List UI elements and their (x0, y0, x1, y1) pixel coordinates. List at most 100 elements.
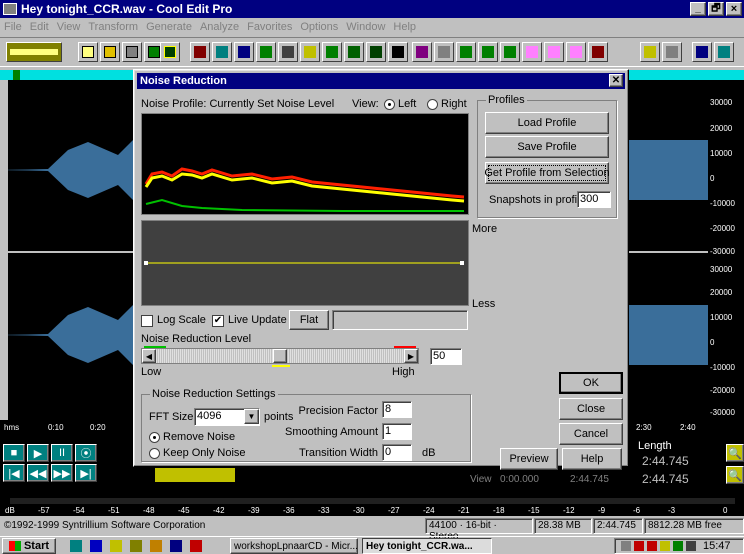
curve-handle[interactable] (144, 261, 148, 265)
menu-edit[interactable]: Edit (26, 21, 53, 33)
speaker-icon[interactable] (686, 541, 696, 551)
minimize-button[interactable]: _ (690, 2, 706, 16)
help-button[interactable]: Help (562, 448, 622, 470)
quick-launch-icon[interactable] (170, 540, 182, 552)
new-file-button[interactable] (78, 42, 98, 62)
view-left-radio[interactable] (384, 99, 395, 110)
quick-launch-icon[interactable] (190, 540, 202, 552)
slider-left-arrow[interactable]: ◀ (142, 349, 156, 363)
play-button[interactable]: ▶ (27, 444, 49, 462)
open-file-button[interactable] (100, 42, 120, 62)
live-update-checkbox[interactable]: ✔ (212, 315, 224, 327)
precision-input[interactable]: 8 (382, 401, 412, 418)
slider-right-arrow[interactable]: ▶ (404, 349, 418, 363)
curve-handle[interactable] (460, 261, 464, 265)
trim-button[interactable] (344, 42, 364, 62)
noise-level-input[interactable]: 50 (430, 348, 462, 365)
spectral-button[interactable] (412, 42, 432, 62)
transition-input[interactable]: 0 (382, 444, 412, 461)
menu-favorites[interactable]: Favorites (243, 21, 296, 33)
go-start-button[interactable]: |◀ (3, 464, 25, 482)
dialog-close-button[interactable]: ✕ (609, 74, 623, 87)
keep-noise-radio[interactable] (149, 448, 160, 459)
remove-noise-radio[interactable] (149, 432, 160, 443)
tool-button-2[interactable] (434, 42, 454, 62)
close-button[interactable]: Close (559, 398, 623, 420)
log-scale-checkbox[interactable] (141, 315, 153, 327)
chevron-down-icon[interactable]: ▼ (244, 409, 259, 424)
menu-bar: File Edit View Transform Generate Analyz… (0, 18, 744, 36)
play-looped-button[interactable]: ⦿ (75, 444, 97, 462)
fft-size-select[interactable]: 4096 ▼ (194, 408, 260, 426)
tool-button-8[interactable] (566, 42, 586, 62)
tray-icon[interactable] (647, 541, 657, 551)
repeat-button[interactable] (234, 42, 254, 62)
zoom-out-icon[interactable]: 🔍 (726, 466, 744, 484)
menu-help[interactable]: Help (389, 21, 420, 33)
tool-button-3[interactable] (456, 42, 476, 62)
slider-thumb[interactable] (273, 349, 287, 363)
restore-button[interactable]: 🗗 (708, 2, 724, 16)
tray-icon[interactable] (621, 541, 631, 551)
get-profile-button[interactable]: Get Profile from Selection (485, 162, 609, 184)
tray-icon[interactable] (673, 541, 683, 551)
menu-window[interactable]: Window (342, 21, 389, 33)
reduction-curve-graph[interactable] (141, 220, 469, 306)
quick-launch-icon[interactable] (110, 540, 122, 552)
start-button[interactable]: Start (2, 538, 56, 554)
view-right-radio[interactable] (427, 99, 438, 110)
tool-button-9[interactable] (588, 42, 608, 62)
snap-button[interactable] (160, 42, 180, 62)
undo-button[interactable] (190, 42, 210, 62)
tray-icon[interactable] (634, 541, 644, 551)
select-button[interactable] (388, 42, 408, 62)
ok-button[interactable]: OK (559, 372, 623, 394)
mix-paste-button[interactable] (322, 42, 342, 62)
zoom-buttons[interactable] (155, 468, 235, 482)
zoom-in-icon[interactable]: 🔍 (726, 444, 744, 462)
cancel-button[interactable]: Cancel (559, 423, 623, 445)
preview-button[interactable]: Preview (500, 448, 558, 470)
silence-button[interactable] (366, 42, 386, 62)
tray-icon[interactable] (660, 541, 670, 551)
pause-button[interactable]: II (51, 444, 73, 462)
taskbar-item-word[interactable]: workshopLpnaarCD - Micr... (230, 538, 358, 554)
tool-button-5[interactable] (500, 42, 520, 62)
fast-forward-button[interactable]: ▶▶ (51, 464, 73, 482)
tool-button-11[interactable] (662, 42, 682, 62)
menu-transform[interactable]: Transform (84, 21, 142, 33)
close-window-button[interactable]: × (726, 2, 742, 16)
menu-file[interactable]: File (0, 21, 26, 33)
stop-button[interactable]: ■ (3, 444, 25, 462)
tool-button-12[interactable] (692, 42, 712, 62)
paste-button[interactable] (300, 42, 320, 62)
save-file-button[interactable] (122, 42, 142, 62)
copy-button[interactable] (256, 42, 276, 62)
menu-generate[interactable]: Generate (142, 21, 196, 33)
quick-launch-icon[interactable] (70, 540, 82, 552)
cut-button[interactable] (278, 42, 298, 62)
snapshots-input[interactable]: 300 (577, 191, 611, 208)
go-end-button[interactable]: ▶| (75, 464, 97, 482)
tool-button-10[interactable] (640, 42, 660, 62)
save-profile-button[interactable]: Save Profile (485, 136, 609, 158)
menu-options[interactable]: Options (296, 21, 342, 33)
redo-button[interactable] (212, 42, 232, 62)
rewind-button[interactable]: ◀◀ (27, 464, 49, 482)
load-profile-button[interactable]: Load Profile (485, 112, 609, 134)
tool-button-4[interactable] (478, 42, 498, 62)
flat-button[interactable]: Flat (289, 310, 329, 330)
noise-level-slider[interactable]: ◀ ▶ (141, 348, 419, 364)
multitrack-toggle-button[interactable] (6, 42, 62, 62)
tool-button-13[interactable] (714, 42, 734, 62)
tool-button-6[interactable] (522, 42, 542, 62)
smoothing-input[interactable]: 1 (382, 423, 412, 440)
menu-analyze[interactable]: Analyze (196, 21, 243, 33)
menu-view[interactable]: View (53, 21, 85, 33)
tool-button-7[interactable] (544, 42, 564, 62)
taskbar-item-cooledit[interactable]: Hey tonight_CCR.wa... (362, 538, 492, 554)
quick-launch-icon[interactable] (90, 540, 102, 552)
quick-launch-icon[interactable] (130, 540, 142, 552)
quick-launch-icon[interactable] (150, 540, 162, 552)
dialog-titlebar: Noise Reduction ✕ (137, 73, 625, 89)
